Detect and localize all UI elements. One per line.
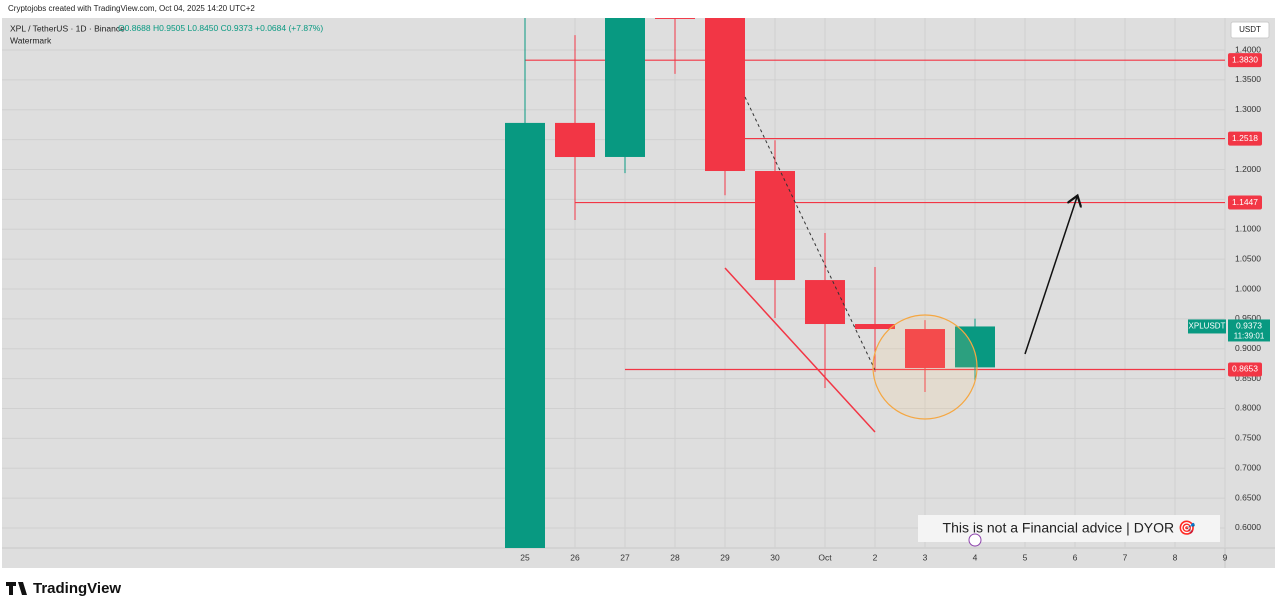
x-tick-label: Oct bbox=[818, 552, 832, 562]
currency[interactable]: USDT bbox=[1239, 25, 1261, 34]
candle-body bbox=[955, 326, 995, 368]
candle-body bbox=[605, 18, 645, 157]
ohlc: O0.8688 H0.9505 L0.8450 C0.9373 +0.0684 … bbox=[118, 23, 323, 33]
y-tick-label: 0.6500 bbox=[1235, 492, 1261, 502]
candle-body bbox=[805, 280, 845, 325]
disclaimer-box bbox=[918, 515, 1220, 542]
arrow bbox=[1024, 197, 1077, 355]
y-tick-label: 0.8000 bbox=[1235, 403, 1261, 413]
y-tick-label: 1.4000 bbox=[1235, 44, 1261, 54]
level-label-box bbox=[1228, 53, 1262, 68]
level-label: 1.2518 bbox=[1232, 133, 1258, 143]
y-tick-label: 1.3500 bbox=[1235, 74, 1261, 84]
level-label-box bbox=[1228, 362, 1262, 377]
x-tick-label: 27 bbox=[620, 552, 630, 562]
x-tick-label: 4 bbox=[973, 552, 978, 562]
candle-body bbox=[905, 329, 945, 368]
x-tick-label: 25 bbox=[520, 552, 530, 562]
candle-body bbox=[755, 171, 795, 281]
last-price: 0.9373 bbox=[1236, 321, 1262, 331]
x-tick-label: 30 bbox=[770, 552, 780, 562]
level-label-box bbox=[1228, 131, 1262, 146]
y-tick-label: 0.6000 bbox=[1235, 522, 1261, 532]
candle-body bbox=[855, 324, 895, 330]
ohlc-value: L0.8450 bbox=[188, 23, 219, 33]
ohlc-value: H0.9505 bbox=[153, 23, 185, 33]
x-tick-label: 5 bbox=[1023, 552, 1028, 562]
candle-body bbox=[555, 122, 595, 158]
y-tick-label: 0.8500 bbox=[1235, 373, 1261, 383]
y-tick-label: 0.9500 bbox=[1235, 313, 1261, 323]
y-tick-label: 1.1000 bbox=[1235, 224, 1261, 234]
level-label: 1.3830 bbox=[1232, 54, 1258, 64]
y-tick-label: 1.3000 bbox=[1235, 104, 1261, 114]
attribution: Cryptojobs created with TradingView.com,… bbox=[8, 4, 255, 13]
candle-body bbox=[705, 18, 745, 172]
x-tick-label: 29 bbox=[720, 552, 730, 562]
drawings bbox=[724, 96, 1077, 433]
x-tick-label: 7 bbox=[1123, 552, 1128, 562]
brand: TradingView bbox=[33, 580, 121, 597]
x-tick-label: 28 bbox=[670, 552, 680, 562]
y-tick-label: 0.7500 bbox=[1235, 433, 1261, 443]
level-label: 1.1447 bbox=[1232, 197, 1258, 207]
level-label: 0.8653 bbox=[1232, 364, 1258, 374]
y-tick-label: 0.9000 bbox=[1235, 343, 1261, 353]
x-tick-label: 6 bbox=[1073, 552, 1078, 562]
last-price-name-box bbox=[1188, 319, 1226, 334]
ohlc-value: +0.0684 (+7.87%) bbox=[255, 23, 323, 33]
disclaimer: This is not a Financial advice | DYOR 🎯 bbox=[943, 520, 1197, 536]
y-tick-label: 1.0000 bbox=[1235, 283, 1261, 293]
candle-body bbox=[505, 122, 545, 548]
x-tick-label: 26 bbox=[570, 552, 580, 562]
last-price-name: XPLUSDT bbox=[1189, 322, 1226, 331]
y-tick-label: 1.2000 bbox=[1235, 164, 1261, 174]
candle-body bbox=[655, 18, 695, 19]
last-price-box bbox=[1228, 319, 1270, 342]
brand-logo bbox=[6, 582, 27, 595]
trend-line bbox=[744, 96, 876, 371]
x-tick-label: 2 bbox=[873, 552, 878, 562]
x-tick-label: 8 bbox=[1173, 552, 1178, 562]
watermark: Watermark bbox=[10, 35, 52, 45]
symbol: XPL / TetherUS · 1D · Binance bbox=[10, 23, 125, 33]
trend-line bbox=[724, 267, 876, 433]
y-tick-label: 0.7000 bbox=[1235, 462, 1261, 472]
ohlc-value: O0.8688 bbox=[118, 23, 151, 33]
countdown: 11:39:01 bbox=[1234, 332, 1265, 341]
y-tick-label: 1.0500 bbox=[1235, 253, 1261, 263]
x-tick-label: 3 bbox=[923, 552, 928, 562]
currency-box[interactable] bbox=[1230, 21, 1270, 39]
highlight-circle bbox=[872, 314, 978, 420]
event-icon[interactable] bbox=[968, 533, 982, 547]
ohlc-value: C0.9373 bbox=[221, 23, 253, 33]
level-label-box bbox=[1228, 195, 1262, 210]
x-tick-label: 9 bbox=[1223, 552, 1228, 562]
